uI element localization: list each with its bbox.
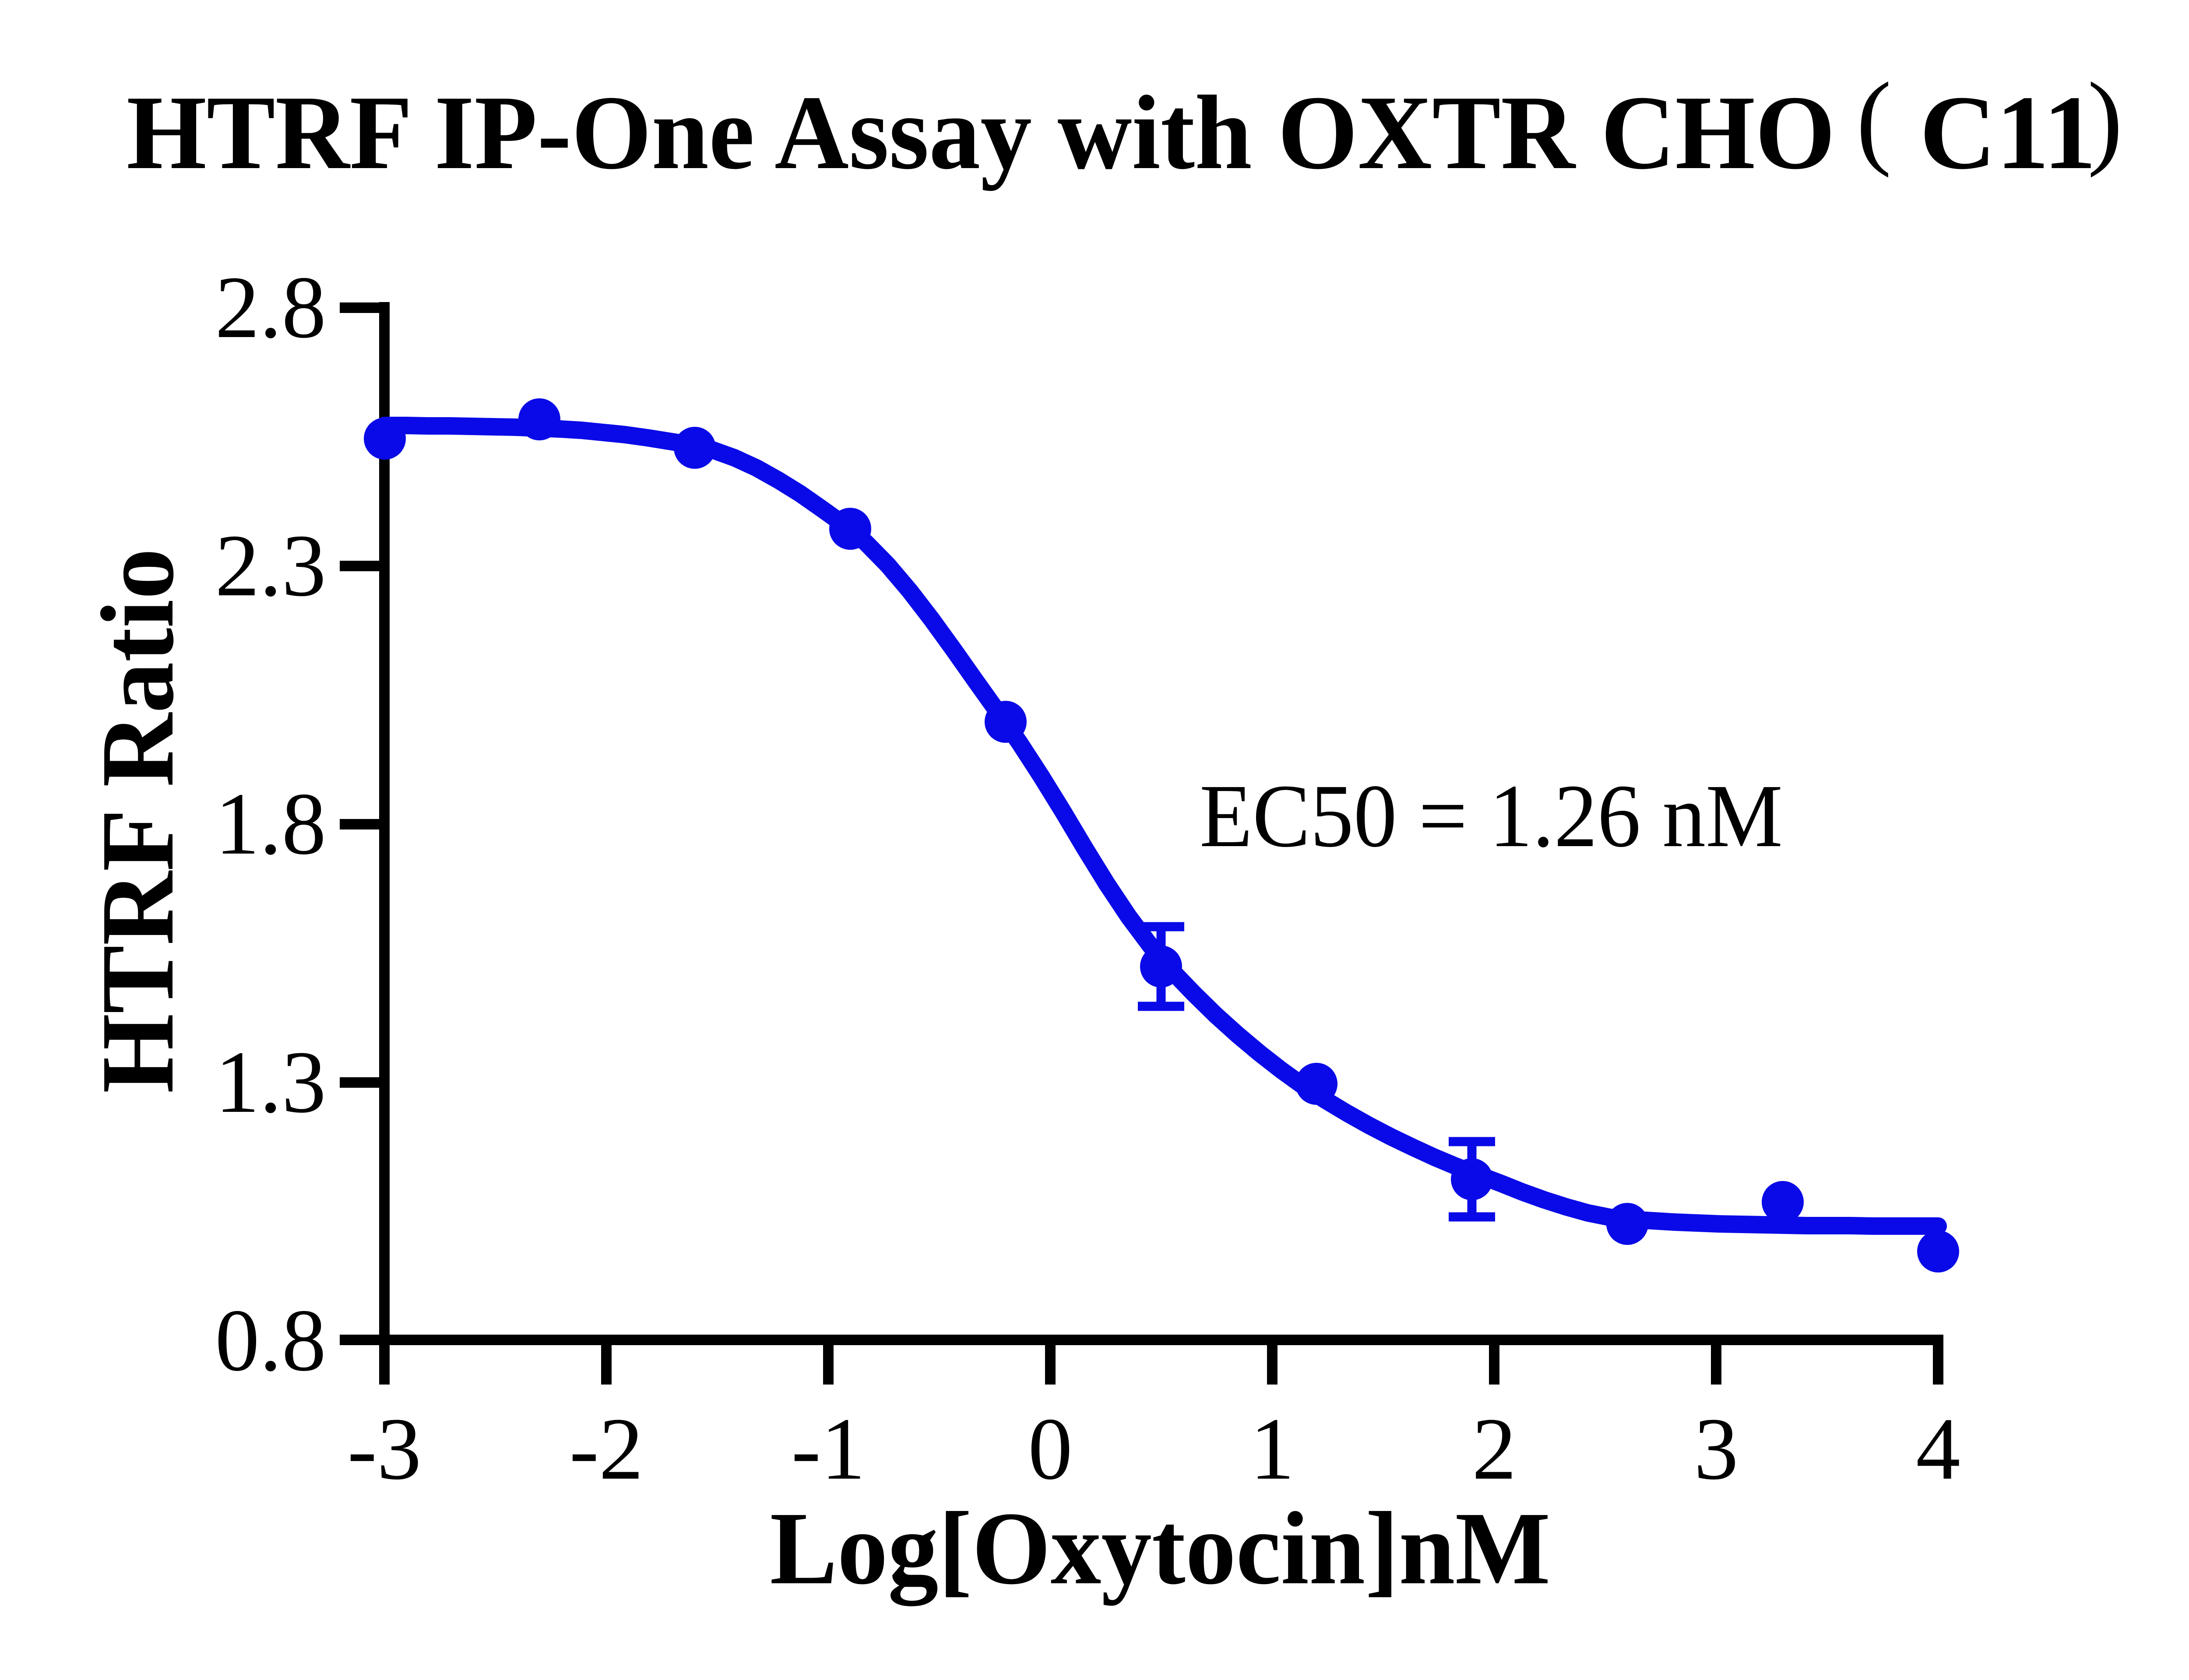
svg-text:1.8: 1.8 [215, 774, 326, 873]
svg-text:4: 4 [1916, 1399, 1960, 1498]
svg-text:-2: -2 [569, 1399, 643, 1498]
svg-text:Log[Oxytocin]nM: Log[Oxytocin]nM [770, 1491, 1551, 1606]
svg-text:2: 2 [1472, 1399, 1517, 1498]
svg-text:1: 1 [1250, 1399, 1295, 1498]
svg-text:0: 0 [1028, 1399, 1073, 1498]
svg-text:2.8: 2.8 [215, 258, 326, 356]
svg-text:-1: -1 [791, 1399, 865, 1498]
svg-text:2.3: 2.3 [215, 516, 326, 615]
svg-text:-3: -3 [347, 1399, 421, 1498]
svg-text:EC50 = 1.26 nM: EC50 = 1.26 nM [1200, 766, 1783, 866]
svg-text:HTRF Ratio: HTRF Ratio [80, 548, 195, 1093]
svg-text:0.8: 0.8 [215, 1291, 326, 1389]
svg-text:HTRF IP-One Assay with OXTR CH: HTRF IP-One Assay with OXTR CHO(C11) [127, 61, 2123, 191]
svg-text:1.3: 1.3 [215, 1033, 326, 1131]
svg-text:3: 3 [1694, 1399, 1739, 1498]
